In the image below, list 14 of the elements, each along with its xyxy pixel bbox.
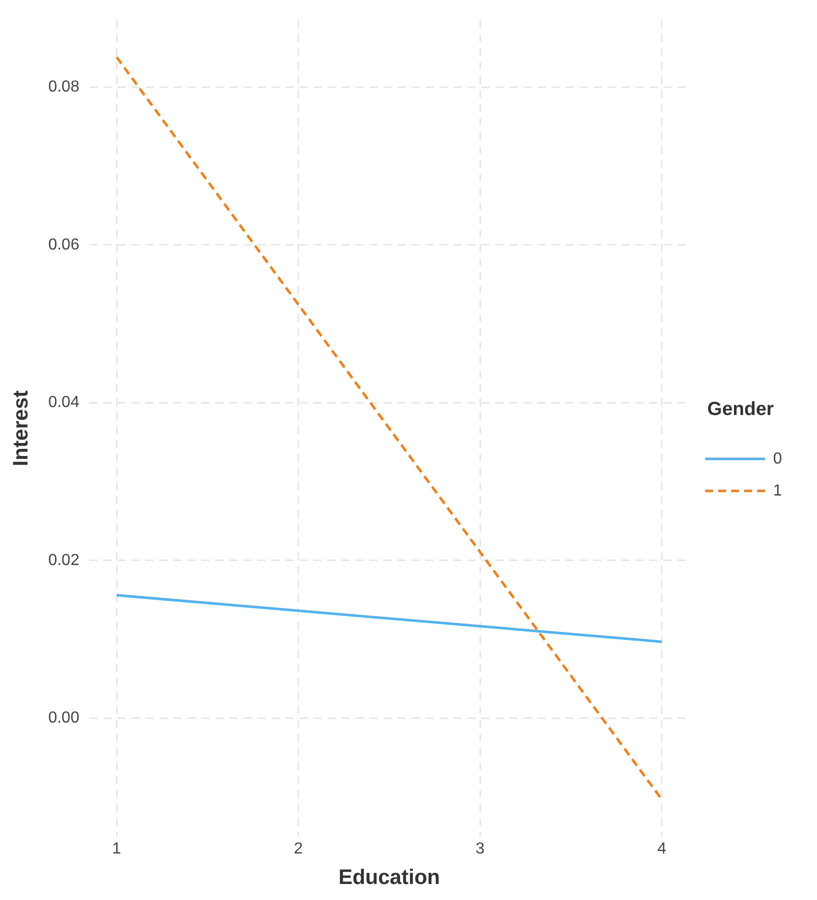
y-tick-label: 0.06 [48, 236, 80, 254]
legend-label: 1 [773, 482, 782, 500]
y-tick-label: 0.08 [48, 78, 80, 96]
x-tick-label: 3 [476, 840, 485, 858]
y-axis-title: Interest [9, 390, 32, 466]
legend-label: 0 [773, 450, 782, 468]
x-axis-title: Education [338, 866, 440, 890]
y-tick-label: 0.04 [48, 394, 80, 412]
y-tick-label: 0.00 [48, 710, 80, 727]
x-tick-label: 1 [112, 840, 122, 858]
legend-title: Gender [707, 398, 774, 420]
x-tick-label: 4 [657, 840, 666, 858]
x-tick-label: 2 [294, 840, 303, 858]
y-tick-label: 0.02 [48, 552, 80, 569]
